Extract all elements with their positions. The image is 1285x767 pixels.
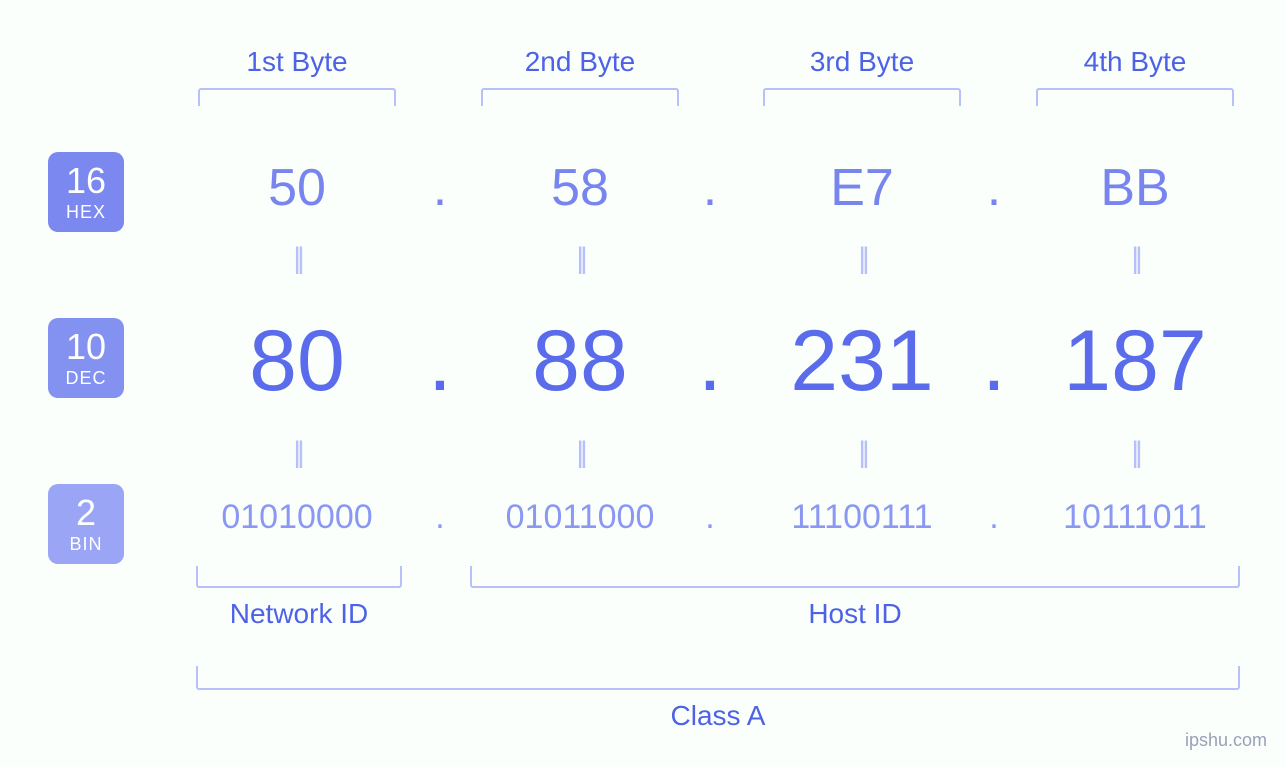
- hex-dot-2: .: [690, 158, 730, 218]
- dec-byte-2: 88: [450, 312, 710, 411]
- hex-byte-1: 50: [197, 158, 397, 218]
- bin-dot-1: .: [420, 498, 460, 537]
- equals-dec-bin-2: ||: [550, 436, 610, 470]
- byte-header-4: 4th Byte: [1055, 46, 1215, 78]
- equals-hex-dec-2: ||: [550, 242, 610, 276]
- equals-hex-dec-1: ||: [267, 242, 327, 276]
- equals-hex-dec-4: ||: [1105, 242, 1165, 276]
- hex-dot-1: .: [420, 158, 460, 218]
- byte-header-2: 2nd Byte: [500, 46, 660, 78]
- equals-dec-bin-4: ||: [1105, 436, 1165, 470]
- badge-hex: 16 HEX: [48, 152, 124, 232]
- equals-dec-bin-1: ||: [267, 436, 327, 470]
- hex-dot-3: .: [974, 158, 1014, 218]
- byte-bracket-top-1: [198, 88, 396, 106]
- host-id-label: Host ID: [470, 598, 1240, 630]
- dec-dot-3: .: [974, 312, 1014, 411]
- byte-bracket-top-2: [481, 88, 679, 106]
- dec-byte-3: 231: [732, 312, 992, 411]
- dec-byte-1: 80: [167, 312, 427, 411]
- badge-hex-number: 16: [66, 163, 106, 199]
- host-id-bracket: [470, 566, 1240, 588]
- dec-dot-1: .: [420, 312, 460, 411]
- bin-byte-1: 01010000: [177, 498, 417, 537]
- byte-header-1: 1st Byte: [217, 46, 377, 78]
- byte-bracket-top-3: [763, 88, 961, 106]
- bin-dot-2: .: [690, 498, 730, 537]
- badge-dec-label: DEC: [65, 369, 106, 387]
- class-label: Class A: [196, 700, 1240, 732]
- hex-byte-4: BB: [1035, 158, 1235, 218]
- byte-header-3: 3rd Byte: [782, 46, 942, 78]
- bin-byte-2: 01011000: [460, 498, 700, 537]
- equals-dec-bin-3: ||: [832, 436, 892, 470]
- badge-hex-label: HEX: [66, 203, 106, 221]
- badge-dec-number: 10: [66, 329, 106, 365]
- badge-bin: 2 BIN: [48, 484, 124, 564]
- network-id-label: Network ID: [196, 598, 402, 630]
- dec-byte-4: 187: [1005, 312, 1265, 411]
- network-id-bracket: [196, 566, 402, 588]
- hex-byte-3: E7: [762, 158, 962, 218]
- badge-bin-label: BIN: [69, 535, 102, 553]
- dec-dot-2: .: [690, 312, 730, 411]
- badge-dec: 10 DEC: [48, 318, 124, 398]
- bin-byte-3: 11100111: [742, 498, 982, 537]
- bin-dot-3: .: [974, 498, 1014, 537]
- byte-bracket-top-4: [1036, 88, 1234, 106]
- class-bracket: [196, 666, 1240, 690]
- bin-byte-4: 10111011: [1015, 498, 1255, 537]
- hex-byte-2: 58: [480, 158, 680, 218]
- equals-hex-dec-3: ||: [832, 242, 892, 276]
- watermark: ipshu.com: [1185, 730, 1267, 751]
- badge-bin-number: 2: [76, 495, 96, 531]
